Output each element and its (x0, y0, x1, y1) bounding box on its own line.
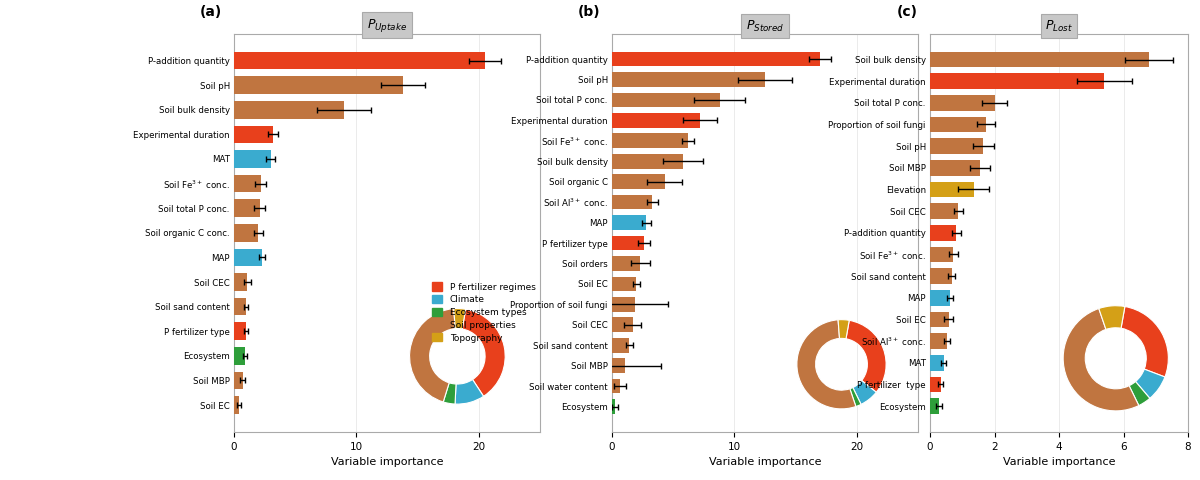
Bar (612, 256, 640, 271)
Bar (234, 347, 245, 365)
Bar (930, 73, 1104, 89)
Bar (234, 52, 485, 70)
Bar (612, 317, 632, 332)
Bar (930, 398, 940, 414)
Bar (612, 215, 647, 230)
Bar (612, 236, 644, 251)
Bar (930, 247, 953, 262)
Bar (612, 154, 683, 168)
Bar (234, 273, 247, 291)
Title: $P_{Uptake}$: $P_{Uptake}$ (367, 17, 407, 34)
Bar (612, 93, 720, 108)
Bar (930, 377, 941, 392)
Title: $P_{Lost}$: $P_{Lost}$ (1045, 19, 1073, 34)
Bar (612, 52, 820, 66)
Bar (234, 298, 246, 315)
Bar (234, 150, 271, 168)
Bar (612, 113, 700, 128)
Bar (234, 126, 274, 143)
Bar (612, 358, 625, 373)
Bar (930, 95, 995, 110)
Bar (930, 204, 959, 219)
Bar (234, 249, 262, 266)
Bar (930, 355, 943, 371)
Bar (234, 199, 259, 217)
Text: (a): (a) (199, 5, 222, 19)
Bar (612, 72, 766, 87)
Bar (612, 379, 620, 394)
Bar (930, 117, 986, 132)
Bar (930, 181, 973, 197)
Bar (234, 101, 344, 119)
Bar (612, 276, 636, 291)
Legend: P fertilizer regimes, Climate, Ecosystem types, Soil properties, Topography: P fertilizer regimes, Climate, Ecosystem… (432, 282, 535, 343)
Bar (234, 224, 258, 241)
Bar (930, 225, 956, 240)
Bar (930, 333, 947, 349)
Text: (b): (b) (577, 5, 600, 19)
Bar (612, 174, 665, 189)
Bar (234, 396, 239, 414)
Bar (234, 76, 403, 94)
Bar (612, 338, 629, 353)
Bar (234, 372, 242, 389)
Bar (930, 138, 983, 154)
Bar (612, 399, 616, 414)
Bar (930, 160, 980, 176)
X-axis label: Variable importance: Variable importance (331, 457, 443, 467)
Text: (c): (c) (898, 5, 918, 19)
Bar (930, 268, 952, 284)
Bar (612, 133, 688, 148)
Bar (930, 312, 949, 327)
Title: $P_{Stored}$: $P_{Stored}$ (745, 19, 785, 34)
Bar (930, 52, 1150, 67)
Bar (234, 323, 246, 340)
Bar (930, 290, 950, 306)
Bar (234, 175, 260, 192)
Bar (612, 297, 635, 312)
X-axis label: Variable importance: Variable importance (709, 457, 821, 467)
X-axis label: Variable importance: Variable importance (1003, 457, 1115, 467)
Bar (612, 195, 653, 209)
